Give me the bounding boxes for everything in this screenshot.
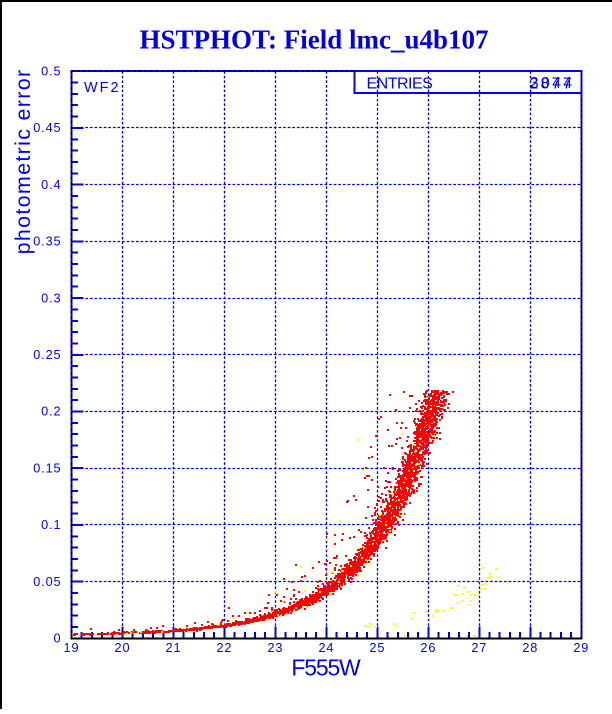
svg-text:19: 19 xyxy=(64,641,80,655)
svg-text:27: 27 xyxy=(471,641,487,655)
svg-text:0.05: 0.05 xyxy=(33,575,61,589)
svg-text:0.15: 0.15 xyxy=(33,461,61,475)
svg-text:22: 22 xyxy=(216,641,232,655)
svg-text:0.5: 0.5 xyxy=(41,64,61,78)
svg-text:28: 28 xyxy=(522,641,538,655)
svg-text:23: 23 xyxy=(267,641,283,655)
svg-text:ENTRIES: ENTRIES xyxy=(367,76,433,93)
svg-text:0.45: 0.45 xyxy=(33,121,61,135)
svg-text:20: 20 xyxy=(115,641,131,655)
svg-text:25: 25 xyxy=(369,641,385,655)
svg-text:0.3: 0.3 xyxy=(41,291,61,305)
svg-text:HSTPHOT: Field lmc_u4b107: HSTPHOT: Field lmc_u4b107 xyxy=(139,25,488,55)
svg-text:24: 24 xyxy=(318,641,334,655)
svg-text:2877: 2877 xyxy=(530,75,574,92)
svg-text:0: 0 xyxy=(54,632,62,646)
svg-text:29: 29 xyxy=(573,641,589,655)
svg-text:WF2: WF2 xyxy=(84,80,121,96)
svg-text:0.1: 0.1 xyxy=(41,518,61,532)
svg-text:3044: 3044 xyxy=(530,75,574,92)
svg-text:0.25: 0.25 xyxy=(33,348,61,362)
svg-text:26: 26 xyxy=(420,641,436,655)
svg-text:0.4: 0.4 xyxy=(41,178,61,192)
svg-text:photometric error: photometric error xyxy=(11,69,35,255)
svg-text:0.35: 0.35 xyxy=(33,235,61,249)
svg-text:F555W: F555W xyxy=(291,655,361,681)
svg-text:21: 21 xyxy=(165,641,181,655)
svg-text:0.2: 0.2 xyxy=(41,405,61,419)
